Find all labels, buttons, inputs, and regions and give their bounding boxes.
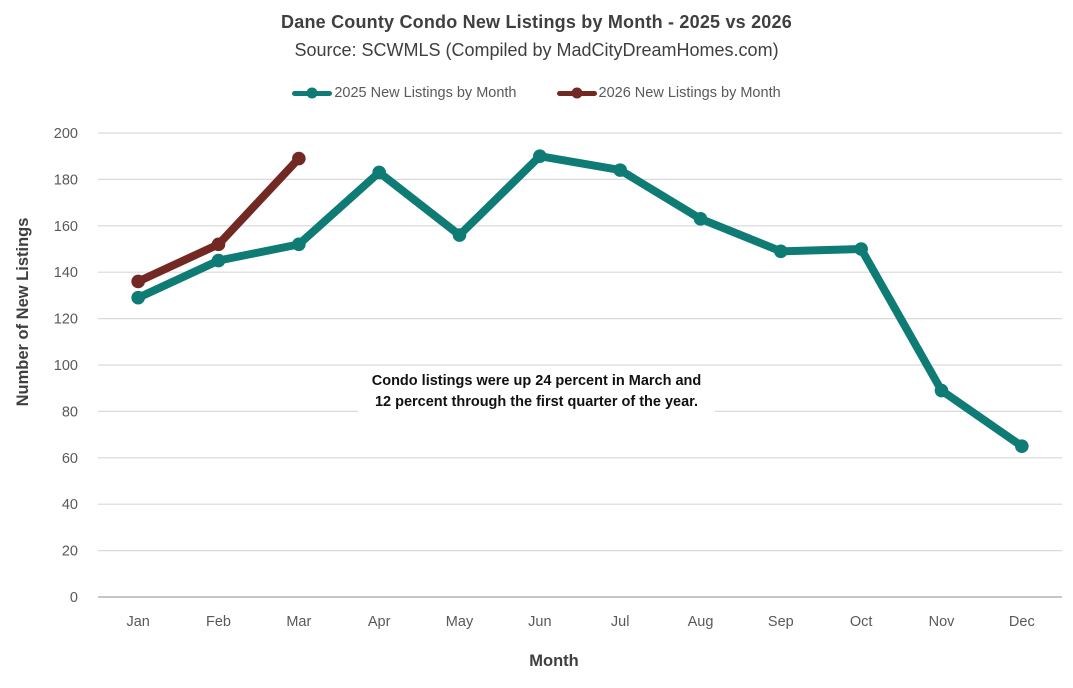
y-tick-label-60: 60 (62, 451, 78, 467)
x-tick-label-mar: Mar (286, 614, 311, 630)
y-tick-label-100: 100 (54, 358, 78, 374)
x-tick-label-jun: Jun (528, 614, 551, 630)
data-point-2025-apr (372, 165, 386, 180)
y-tick-label-180: 180 (54, 172, 78, 188)
chart-title: Dane County Condo New Listings by Month … (281, 12, 792, 32)
data-point-2025-oct (854, 242, 868, 256)
data-point-2026-jan (131, 274, 145, 289)
data-point-2025-mar (292, 237, 306, 252)
legend-label-2026: 2026 New Listings by Month (598, 85, 781, 101)
y-tick-label-200: 200 (54, 126, 78, 142)
data-point-2025-jul (613, 163, 627, 177)
legend-item-2025: 2025 New Listings by Month (292, 85, 517, 101)
data-point-2025-feb (211, 253, 226, 268)
y-tick-label-160: 160 (54, 219, 78, 235)
y-tick-label-120: 120 (54, 312, 78, 328)
legend-marker-2025-icon (306, 87, 318, 99)
y-tick-label-20: 20 (62, 544, 78, 560)
x-tick-label-dec: Dec (1009, 614, 1035, 630)
legend-swatch-2025-icon (292, 87, 333, 99)
y-tick-label-0: 0 (70, 590, 78, 606)
x-tick-label-apr: Apr (368, 614, 391, 630)
legend-swatch-2026-icon (556, 87, 597, 99)
y-tick-label-80: 80 (62, 404, 78, 420)
data-point-2025-nov (934, 383, 949, 398)
x-tick-label-feb: Feb (206, 614, 231, 630)
legend: 2025 New Listings by Month 2026 New List… (0, 85, 1073, 101)
chart-subtitle: Source: SCWMLS (Compiled by MadCityDream… (294, 40, 779, 60)
series-line-2025 (134, 152, 1026, 451)
legend-marker-2026-icon (571, 87, 582, 99)
x-tick-label-sep: Sep (768, 614, 794, 630)
x-tick-label-may: May (446, 614, 474, 630)
x-tick-label-jan: Jan (126, 614, 149, 630)
x-tick-label-aug: Aug (688, 614, 714, 630)
x-tick-label-jul: Jul (611, 614, 630, 630)
data-point-2025-dec (1015, 439, 1029, 454)
x-tick-label-nov: Nov (929, 614, 956, 630)
data-point-2025-sep (774, 244, 788, 259)
y-tick-label-140: 140 (54, 265, 78, 281)
y-tick-label-40: 40 (62, 497, 78, 513)
x-tick-label-oct: Oct (850, 614, 873, 630)
data-point-2025-jan (131, 290, 145, 305)
data-point-2026-mar (292, 151, 306, 166)
legend-item-2026: 2026 New Listings by Month (556, 85, 781, 101)
data-point-2025-aug (693, 212, 708, 226)
data-point-2025-may (452, 228, 467, 242)
x-axis-title: Month (529, 652, 579, 670)
legend-label-2025: 2025 New Listings by Month (334, 85, 517, 101)
data-point-2026-feb (211, 237, 226, 252)
data-point-2025-jun (533, 149, 547, 163)
